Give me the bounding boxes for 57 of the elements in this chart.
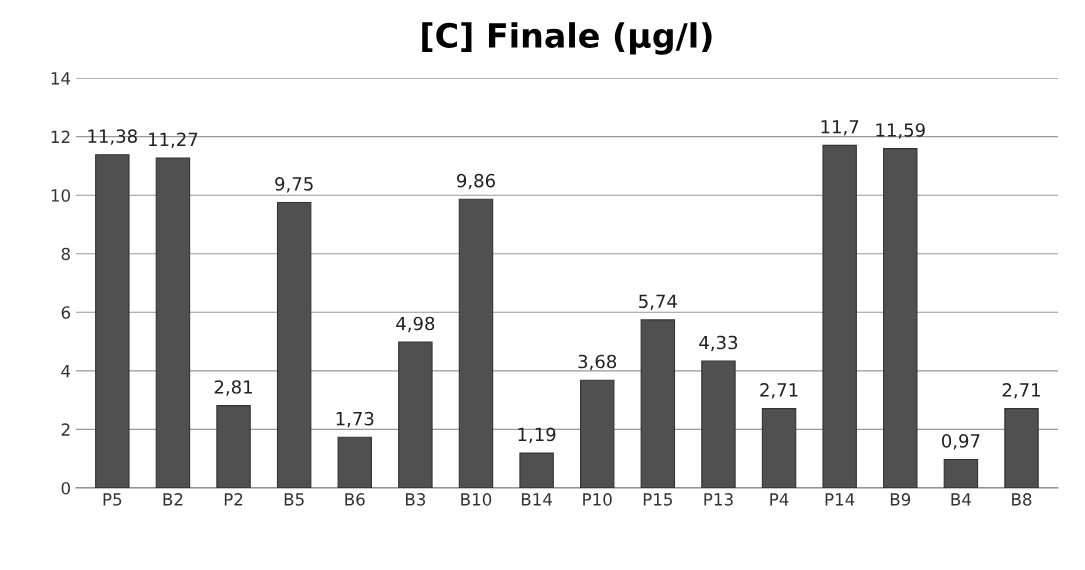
bar (458, 198, 494, 488)
x-tick-label: B6 (345, 493, 365, 506)
x-tick-label: B10 (461, 493, 492, 506)
data-label: 11,38 (88, 129, 137, 145)
data-label: 11,27 (149, 132, 198, 149)
bar (337, 436, 372, 488)
bar (943, 458, 979, 488)
data-label: 3,68 (578, 354, 617, 371)
bar (761, 408, 797, 488)
bar (216, 405, 251, 488)
y-tick-label: 2 (61, 423, 70, 436)
bar (95, 154, 130, 488)
bar (640, 319, 676, 488)
bar (519, 452, 554, 488)
bar (822, 144, 857, 488)
bar (398, 341, 433, 488)
x-tick-label: B14 (521, 493, 552, 506)
data-label: 2,81 (214, 380, 252, 396)
data-label: 9,75 (275, 177, 313, 193)
x-tick-label: B3 (406, 493, 426, 506)
bar (579, 379, 615, 488)
y-tick-label: 14 (51, 72, 71, 85)
data-label: 4,98 (396, 316, 435, 333)
chart-title: [C] Finale (µg/l) (422, 22, 712, 55)
x-tick-label: B8 (1012, 493, 1032, 506)
y-tick-label: 10 (51, 189, 70, 202)
bar (1004, 408, 1039, 488)
x-tick-label: P10 (583, 493, 612, 506)
bar (883, 148, 918, 488)
x-tick-label: B4 (951, 493, 971, 506)
data-label: 11,59 (876, 123, 925, 139)
data-label: 0,97 (941, 434, 980, 450)
x-tick-label: P2 (224, 493, 243, 506)
x-tick-label: B2 (163, 493, 183, 506)
data-label: 1,19 (518, 427, 556, 444)
data-label: 1,73 (336, 411, 374, 428)
data-label: 9,86 (457, 173, 495, 190)
x-tick-label: P14 (825, 493, 855, 506)
bar (701, 360, 736, 488)
y-tick-label: 6 (61, 306, 71, 319)
x-tick-label: P15 (643, 493, 673, 506)
y-tick-label: 0 (61, 481, 70, 495)
bar (155, 157, 191, 488)
y-tick-label: 8 (61, 247, 70, 261)
data-label: 2,71 (760, 383, 798, 399)
x-tick-label: P5 (103, 493, 122, 506)
data-label: 5,74 (639, 294, 677, 310)
x-tick-label: B9 (890, 493, 911, 506)
data-label: 11,7 (821, 120, 859, 136)
y-tick-label: 12 (51, 130, 70, 143)
x-tick-label: P13 (704, 493, 733, 506)
x-tick-label: B5 (284, 493, 304, 506)
y-tick-label: 4 (61, 365, 71, 378)
bar (276, 201, 312, 488)
x-tick-label: P4 (770, 493, 789, 506)
data-label: 4,33 (699, 335, 738, 352)
data-label: 2,71 (1002, 383, 1040, 399)
